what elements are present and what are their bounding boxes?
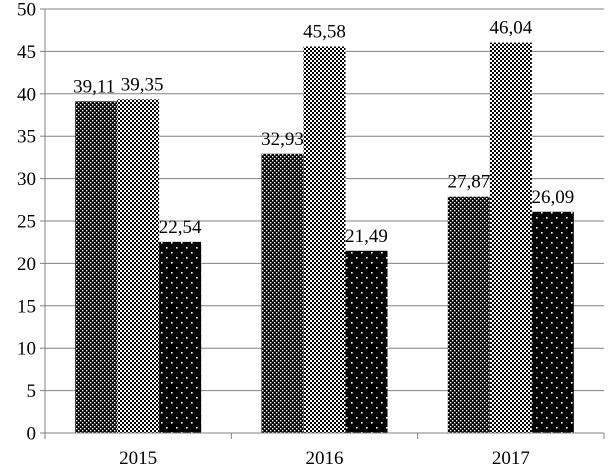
bar-2017-series-2: [489, 42, 532, 433]
x-category-label: 2016: [306, 448, 344, 469]
data-label-2016-series-2: 45,58: [303, 21, 346, 42]
bar-2015-series-1: [75, 101, 118, 433]
data-labels: 39,11 39,35 22,54 32,93 45,58 21,49 27,87 46,04…: [73, 18, 574, 247]
x-category-label: 2017: [492, 448, 530, 469]
y-tick-label: 0: [27, 424, 37, 445]
axes: [40, 8, 605, 439]
bar-2017-series-1: [447, 196, 490, 433]
bar-2015-series-3: [159, 241, 202, 433]
y-tick-label: 10: [17, 339, 36, 360]
bar-2016-series-1: [261, 153, 304, 433]
x-category-labels: 2015 2016 2017: [119, 448, 530, 469]
bar-2015-series-2: [117, 99, 160, 433]
y-tick-label: 35: [17, 127, 36, 148]
data-label-2015-series-2: 39,35: [121, 74, 164, 95]
bar-2016-series-2: [303, 46, 346, 434]
y-tick-label: 5: [27, 381, 37, 402]
bars: [75, 42, 574, 434]
data-label-2015-series-1: 39,11: [73, 76, 115, 97]
y-tick-labels: 0 5 10 15 20 25 30 35 40 45 50: [17, 0, 36, 445]
x-category-label: 2015: [119, 448, 157, 469]
y-tick-label: 40: [17, 84, 36, 105]
data-label-2016-series-3: 21,49: [345, 226, 388, 247]
y-tick-label: 45: [17, 42, 36, 63]
bar-2017-series-3: [531, 211, 574, 433]
y-tick-label: 30: [17, 169, 36, 190]
y-tick-label: 50: [17, 0, 36, 21]
y-tick-label: 20: [17, 254, 36, 275]
y-tick-label: 15: [17, 296, 36, 317]
data-label-2017-series-1: 27,87: [447, 172, 490, 193]
data-label-2017-series-3: 26,09: [531, 187, 574, 208]
data-label-2015-series-3: 22,54: [159, 217, 202, 238]
y-tick-label: 25: [17, 212, 36, 233]
data-label-2017-series-2: 46,04: [489, 18, 532, 39]
data-label-2016-series-1: 32,93: [261, 129, 304, 150]
bar-2016-series-3: [345, 250, 388, 433]
